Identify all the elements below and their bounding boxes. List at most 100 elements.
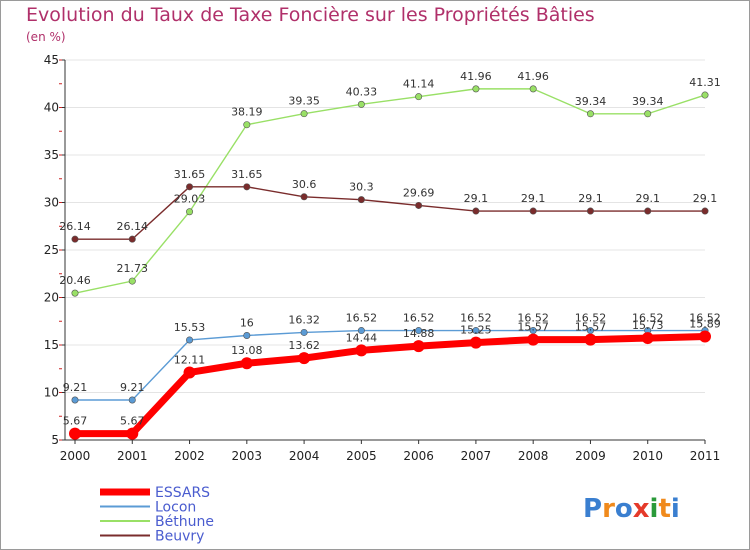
data-label: 15.57	[517, 321, 549, 334]
data-point	[355, 344, 368, 357]
x-tick-label: 2003	[232, 449, 263, 463]
x-tick-label: 2007	[461, 449, 492, 463]
data-label: 29.1	[464, 192, 489, 205]
legend-label: ESSARS	[155, 485, 210, 501]
data-point	[469, 336, 482, 349]
data-point	[644, 110, 652, 118]
series-line-locon	[74, 329, 706, 401]
data-point	[586, 207, 594, 215]
data-point	[472, 327, 480, 335]
data-point	[529, 207, 537, 215]
data-label: 15.25	[460, 324, 492, 337]
data-label: 16.52	[460, 312, 492, 325]
data-label: 29.1	[693, 192, 718, 205]
data-label: 29.03	[174, 193, 206, 206]
x-tick-label: 2002	[174, 449, 205, 463]
chart-subtitle: (en %)	[26, 30, 66, 44]
data-point	[701, 91, 709, 99]
data-point	[415, 93, 423, 101]
data-label: 13.08	[231, 344, 263, 357]
data-label: 26.14	[59, 220, 91, 233]
data-point	[699, 330, 711, 343]
data-point	[527, 333, 540, 346]
data-point	[243, 331, 251, 339]
data-label: 16.52	[403, 312, 435, 325]
data-point	[243, 121, 251, 129]
data-label: 14.44	[346, 331, 378, 344]
data-point	[300, 110, 308, 118]
data-label: 13.62	[288, 339, 320, 352]
data-point	[298, 352, 311, 365]
x-tick-label: 2000	[60, 449, 91, 463]
data-label: 15.53	[174, 321, 206, 334]
x-tick-label: 2009	[575, 449, 606, 463]
x-tick-label: 2001	[117, 449, 148, 463]
data-label: 5.67	[63, 415, 88, 428]
data-point	[71, 396, 79, 404]
y-tick-label: 35	[44, 148, 59, 162]
series-line-béthune	[74, 88, 706, 294]
data-point	[186, 183, 194, 191]
x-tick-label: 2005	[346, 449, 377, 463]
data-label: 31.65	[174, 168, 206, 181]
proxiti-logo: Proxiti	[583, 494, 680, 524]
data-point	[472, 85, 480, 93]
y-tick-label: 30	[44, 196, 59, 210]
chart-title: Evolution du Taux de Taxe Foncière sur l…	[26, 4, 595, 26]
data-point	[412, 340, 425, 353]
data-point	[71, 235, 79, 243]
data-label: 16.52	[575, 312, 607, 325]
legend-label: Locon	[155, 500, 196, 516]
data-label: 41.96	[517, 70, 549, 83]
legend-label: Béthune	[155, 514, 214, 530]
data-label: 39.35	[288, 95, 320, 108]
data-point	[641, 332, 654, 345]
data-label: 14.88	[403, 327, 435, 340]
data-label: 41.96	[460, 70, 492, 83]
data-point	[357, 100, 365, 108]
data-point	[128, 277, 136, 285]
y-tick-label: 20	[44, 291, 59, 305]
data-point	[584, 333, 597, 346]
data-point	[71, 289, 79, 297]
data-point	[126, 427, 139, 440]
data-point	[183, 366, 196, 379]
data-label: 29.1	[521, 192, 546, 205]
data-label: 39.34	[575, 95, 607, 108]
data-label: 9.21	[63, 381, 88, 394]
data-label: 16	[240, 317, 254, 330]
data-label: 40.33	[346, 85, 378, 98]
y-tick-label: 45	[44, 53, 59, 67]
data-point	[529, 85, 537, 93]
data-point	[415, 201, 423, 209]
x-tick-label: 2011	[690, 449, 721, 463]
legend-label: Beuvry	[155, 529, 204, 545]
data-point	[186, 336, 194, 344]
data-point	[69, 427, 81, 440]
data-label: 26.14	[117, 220, 149, 233]
data-label: 31.65	[231, 168, 263, 181]
data-label: 16.32	[288, 313, 320, 326]
data-label: 16.52	[632, 312, 664, 325]
y-tick-label: 15	[44, 338, 59, 352]
data-point	[186, 208, 194, 216]
data-point	[472, 207, 480, 215]
data-label: 20.46	[59, 274, 91, 287]
y-tick-label: 10	[44, 386, 59, 400]
data-label: 30.3	[349, 181, 374, 194]
series-line-essars	[71, 333, 709, 438]
series-line-beuvry	[74, 186, 706, 240]
data-label: 12.11	[174, 353, 206, 366]
data-label: 5.67	[120, 415, 145, 428]
y-tick-label: 40	[44, 101, 59, 115]
data-label: 29.69	[403, 186, 435, 199]
data-label: 41.31	[689, 76, 721, 89]
data-point	[357, 327, 365, 335]
data-point	[300, 328, 308, 336]
data-label: 39.34	[632, 95, 664, 108]
data-label: 21.73	[117, 262, 149, 275]
data-label: 29.1	[635, 192, 660, 205]
data-point	[415, 327, 423, 335]
data-label: 16.52	[346, 312, 378, 325]
